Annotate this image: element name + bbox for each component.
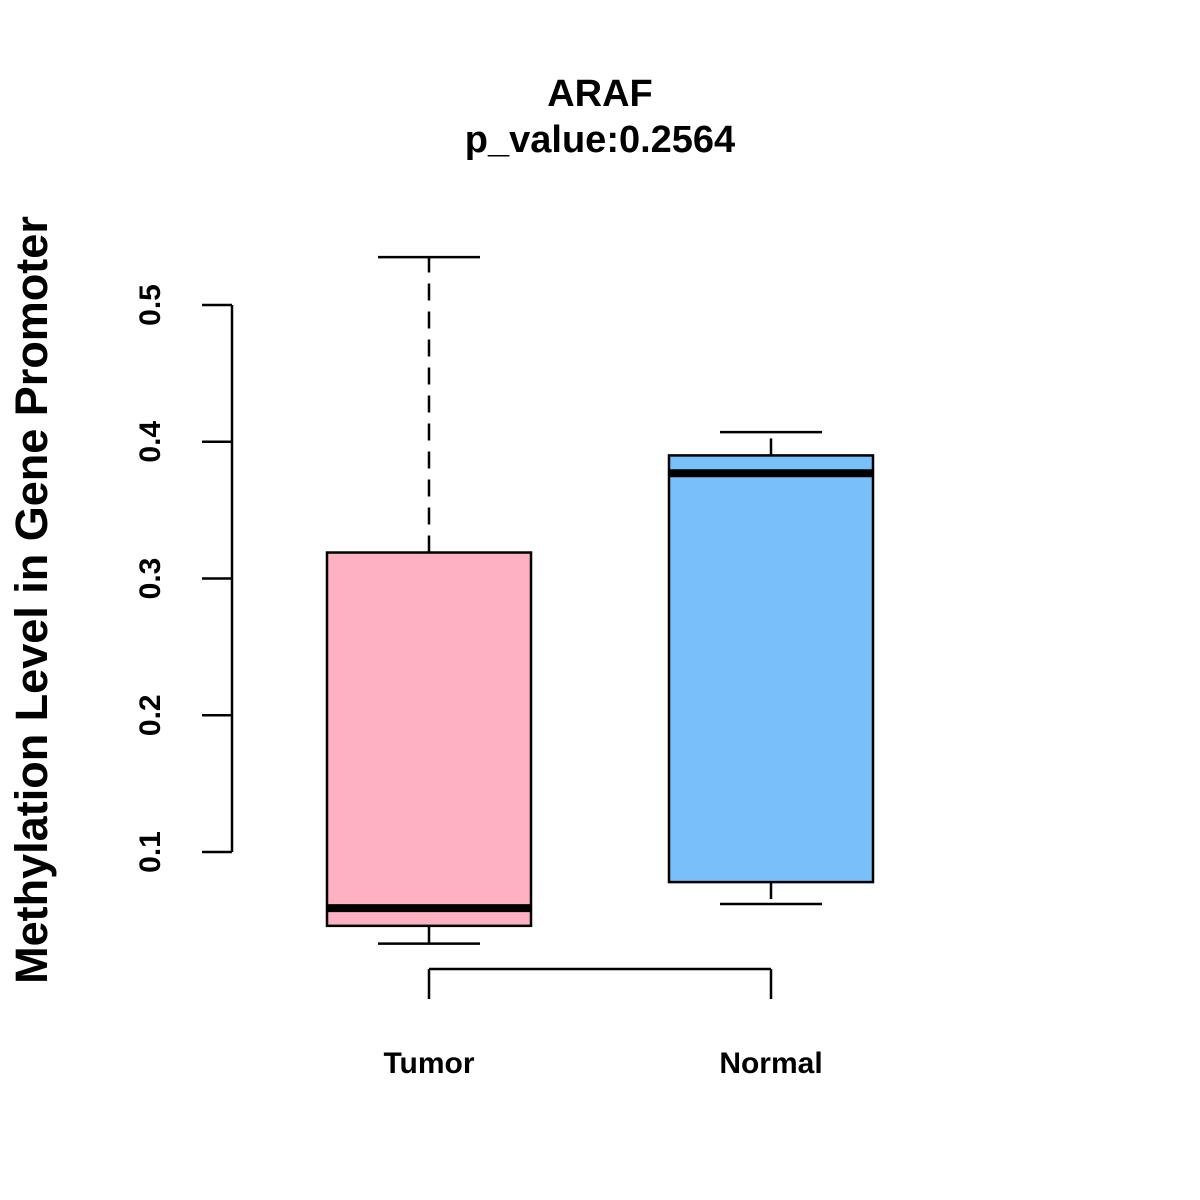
chart-subtitle: p_value:0.2564 <box>465 119 735 161</box>
y-tick-label: 0.3 <box>134 558 167 600</box>
chart-title: ARAF <box>547 73 653 115</box>
y-tick-label: 0.1 <box>134 831 167 873</box>
y-tick-label: 0.5 <box>134 284 167 326</box>
box-body <box>667 454 875 884</box>
y-axis-label: Methylation Level in Gene Promoter <box>6 216 57 984</box>
x-tick-label: Tumor <box>383 1047 474 1080</box>
y-tick-label: 0.2 <box>134 694 167 736</box>
boxes <box>325 255 875 945</box>
x-tick-label: Normal <box>719 1047 822 1080</box>
box-tumor <box>325 255 533 945</box>
y-axis: 0.1 0.2 0.3 0.4 0.5 <box>134 284 234 873</box>
y-tick-label: 0.4 <box>134 421 167 463</box>
box-body <box>325 551 533 928</box>
x-axis: Tumor Normal <box>383 967 823 1080</box>
box-normal <box>667 430 875 906</box>
